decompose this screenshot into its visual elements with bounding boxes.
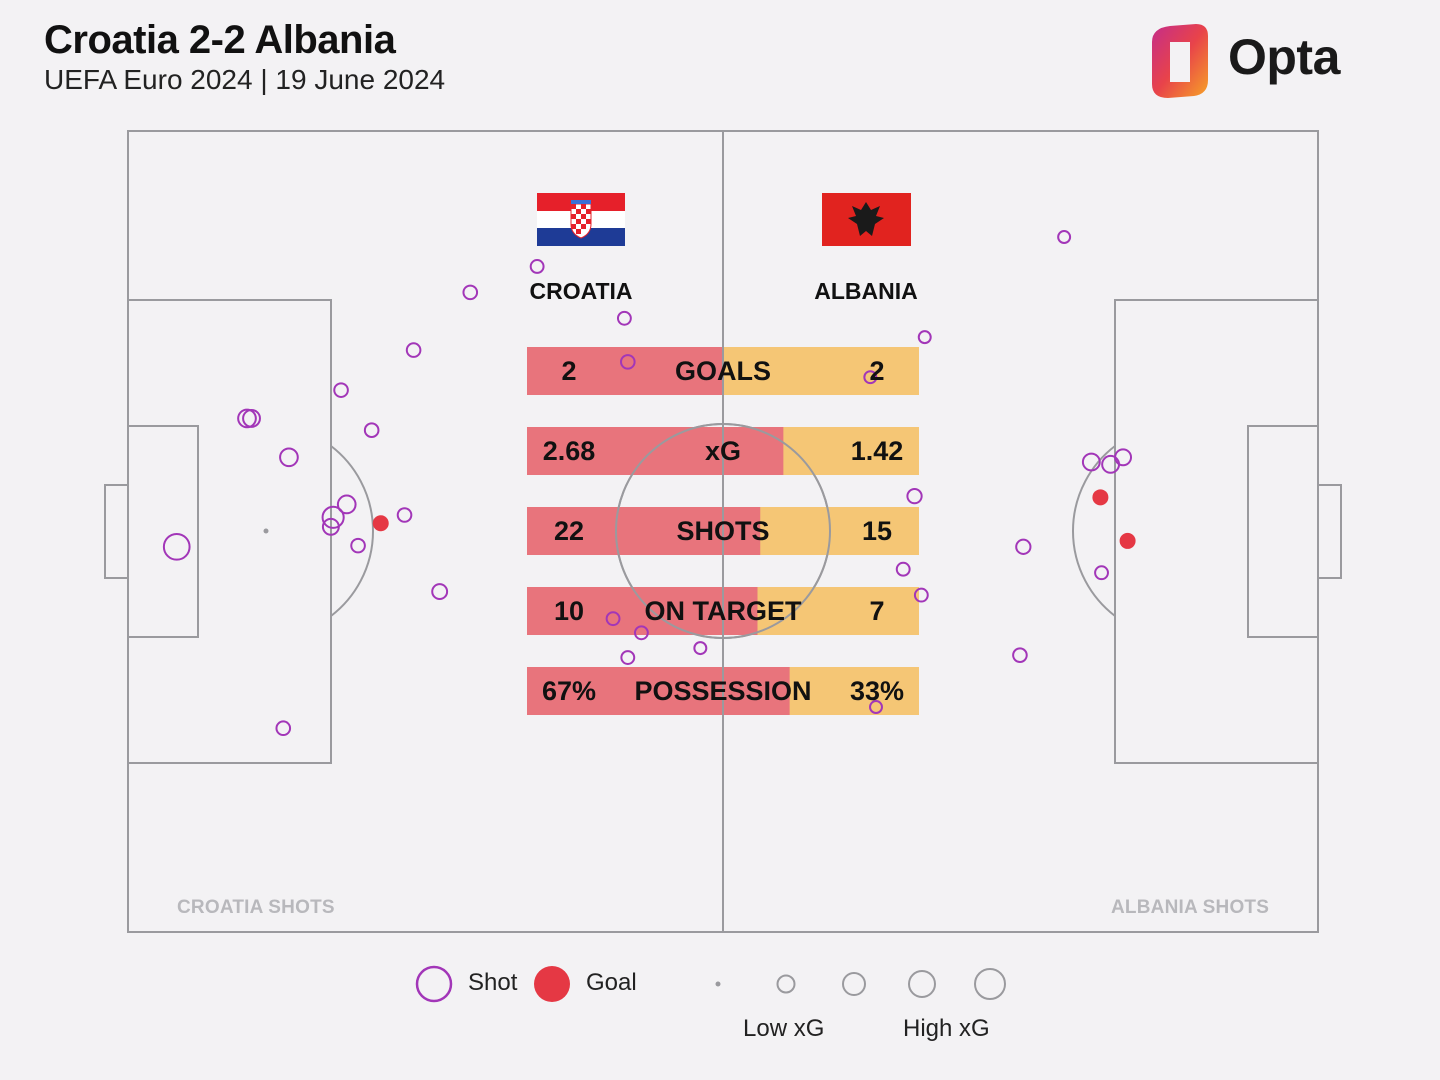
albania-shot-marker-9 bbox=[863, 370, 878, 385]
albania-shot-marker-7 bbox=[1057, 230, 1072, 244]
albania-shot-marker-3 bbox=[1114, 448, 1133, 467]
left-penalty-box bbox=[127, 299, 332, 764]
right-penalty-arc bbox=[1072, 445, 1116, 617]
left-goal bbox=[104, 484, 129, 579]
stat-away-value: 15 bbox=[861, 516, 893, 546]
stat-label: SHOTS bbox=[676, 516, 770, 546]
chart-subtitle: UEFA Euro 2024 | 19 June 2024 bbox=[44, 64, 446, 95]
stat-home-value: 2 bbox=[561, 356, 577, 386]
legend-xg-marker-5 bbox=[974, 968, 1006, 1000]
left-penalty-spot bbox=[263, 528, 269, 534]
team-name-albania: ALBANIA bbox=[814, 278, 918, 304]
albania-shot-marker-5 bbox=[1015, 538, 1032, 555]
legend-shot-label: Shot bbox=[468, 969, 518, 996]
right-penalty-box bbox=[1114, 299, 1319, 764]
legend-xg-marker-3 bbox=[842, 972, 866, 996]
albania-flag-icon bbox=[822, 193, 911, 246]
stat-away-value: 7 bbox=[869, 596, 885, 626]
croatia-shot-marker-12 bbox=[405, 342, 422, 358]
croatia-shot-marker-16 bbox=[620, 354, 636, 370]
stat-label: xG bbox=[704, 436, 742, 466]
legend-high-xg-label: High xG bbox=[903, 1015, 990, 1042]
croatia-shot-marker-2 bbox=[321, 517, 340, 536]
opta-brand-text: Opta bbox=[1228, 29, 1340, 85]
croatia-shot-marker-17 bbox=[431, 583, 449, 601]
croatia-flag-icon bbox=[537, 193, 625, 246]
stat-label: GOALS bbox=[674, 356, 771, 386]
stat-label: POSSESSION bbox=[634, 676, 812, 706]
legend-goal-label: Goal bbox=[586, 969, 637, 996]
right-goal bbox=[1317, 484, 1342, 579]
croatia-shot-marker-6 bbox=[242, 408, 261, 428]
stat-away-value: 1.42 bbox=[850, 436, 904, 466]
croatia-shot-marker-15 bbox=[616, 310, 632, 326]
albania-shot-marker-13 bbox=[1012, 647, 1028, 663]
croatia-shot-marker-22 bbox=[275, 720, 292, 737]
stat-away-value: 2 bbox=[869, 356, 885, 386]
albania-goal-marker-0 bbox=[1119, 532, 1136, 549]
albania-shot-marker-2 bbox=[1081, 452, 1101, 472]
croatia-shot-marker-11 bbox=[350, 537, 366, 554]
croatia-shot-marker-21 bbox=[693, 641, 708, 656]
albania-shot-marker-11 bbox=[895, 561, 911, 577]
opta-logo-icon bbox=[1152, 24, 1208, 98]
croatia-shot-marker-0 bbox=[162, 532, 191, 561]
croatia-shot-marker-1 bbox=[321, 505, 345, 529]
croatia-shot-marker-18 bbox=[605, 611, 621, 627]
centre-circle-overlay bbox=[615, 423, 831, 639]
stat-home-value: 10 bbox=[553, 596, 585, 626]
albania-shot-marker-14 bbox=[869, 700, 883, 714]
croatia-shot-marker-10 bbox=[396, 507, 413, 523]
albania-shot-marker-4 bbox=[1101, 454, 1121, 474]
left-penalty-arc bbox=[330, 445, 374, 617]
croatia-shot-marker-5 bbox=[237, 408, 257, 429]
albania-shot-marker-6 bbox=[1094, 565, 1109, 581]
chart-title: Croatia 2-2 Albania bbox=[44, 18, 396, 62]
legend-xg-marker-4 bbox=[908, 970, 936, 998]
croatia-shot-marker-19 bbox=[633, 625, 649, 641]
croatia-shot-marker-9 bbox=[363, 422, 380, 438]
croatia-goal-marker-4 bbox=[372, 515, 389, 532]
stat-home-value: 22 bbox=[553, 516, 585, 546]
croatia-shot-marker-3 bbox=[336, 494, 357, 515]
team-name-croatia: CROATIA bbox=[529, 278, 633, 304]
albania-shots-label: ALBANIA SHOTS bbox=[1111, 897, 1270, 918]
croatia-shots-label: CROATIA SHOTS bbox=[177, 897, 335, 918]
stat-home-value: 67% bbox=[541, 676, 597, 706]
croatia-shot-marker-7 bbox=[279, 447, 299, 468]
legend-xg-marker-1 bbox=[715, 981, 721, 987]
stat-label: ON TARGET bbox=[644, 596, 802, 626]
legend-xg-marker-2 bbox=[776, 974, 796, 994]
stat-bar-home-4 bbox=[527, 667, 790, 715]
left-six-yard-box bbox=[127, 425, 199, 638]
albania-shot-marker-8 bbox=[917, 330, 932, 345]
shots-layer bbox=[162, 230, 1136, 737]
legend-goal-marker bbox=[534, 966, 570, 1002]
albania-goal-marker-1 bbox=[1092, 489, 1109, 506]
stat-bar-home-1 bbox=[527, 427, 784, 475]
croatia-shot-marker-13 bbox=[462, 284, 479, 301]
stat-bar-home-2 bbox=[527, 507, 761, 555]
stat-home-value: 2.68 bbox=[542, 436, 596, 466]
croatia-shot-marker-14 bbox=[529, 259, 545, 274]
croatia-shot-marker-8 bbox=[333, 382, 349, 398]
croatia-shot-marker-20 bbox=[620, 650, 636, 665]
legend-shot-marker bbox=[415, 965, 453, 1003]
legend-low-xg-label: Low xG bbox=[743, 1015, 825, 1042]
albania-shot-marker-10 bbox=[906, 488, 923, 505]
stat-away-value: 33% bbox=[849, 676, 905, 706]
albania-shot-marker-12 bbox=[913, 587, 929, 603]
right-six-yard-box bbox=[1247, 425, 1319, 638]
